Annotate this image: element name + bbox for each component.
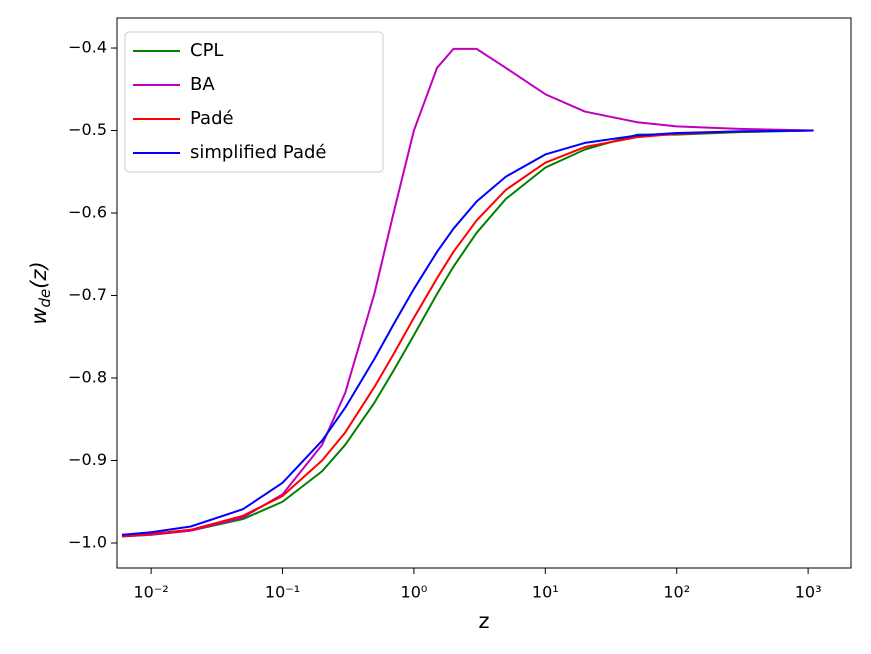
y-tick-label: −0.4 bbox=[68, 38, 107, 57]
y-tick-label: −0.7 bbox=[68, 285, 107, 304]
y-tick-label: −0.9 bbox=[68, 450, 107, 469]
x-tick-label: 10⁻² bbox=[134, 583, 169, 602]
y-tick-label: −0.6 bbox=[68, 203, 107, 222]
x-tick-label: 10³ bbox=[795, 583, 822, 602]
x-tick-label: 10⁻¹ bbox=[265, 583, 300, 602]
legend-box bbox=[124, 31, 384, 173]
series-line bbox=[121, 129, 814, 538]
series-line bbox=[121, 129, 814, 536]
y-label-sub: de bbox=[36, 289, 54, 308]
y-label-main: w bbox=[27, 307, 51, 325]
legend-label: BA bbox=[190, 74, 215, 95]
y-tick-label: −1.0 bbox=[68, 533, 107, 552]
x-axis-label: z bbox=[478, 609, 489, 633]
plot-frame bbox=[116, 17, 852, 569]
series-line bbox=[121, 129, 814, 538]
x-tick-label: 10² bbox=[663, 583, 690, 602]
legend-label: Padé bbox=[190, 108, 234, 129]
legend-label: simplified Padé bbox=[190, 142, 326, 163]
y-tick-label: −0.5 bbox=[68, 120, 107, 139]
y-tick-label: −0.8 bbox=[68, 368, 107, 387]
legend-label: CPL bbox=[190, 40, 223, 61]
y-axis-label: wde(z) bbox=[27, 261, 54, 324]
y-label-arg: (z) bbox=[27, 261, 51, 288]
x-tick-label: 10¹ bbox=[532, 583, 559, 602]
x-tick-label: 10⁰ bbox=[401, 583, 428, 602]
